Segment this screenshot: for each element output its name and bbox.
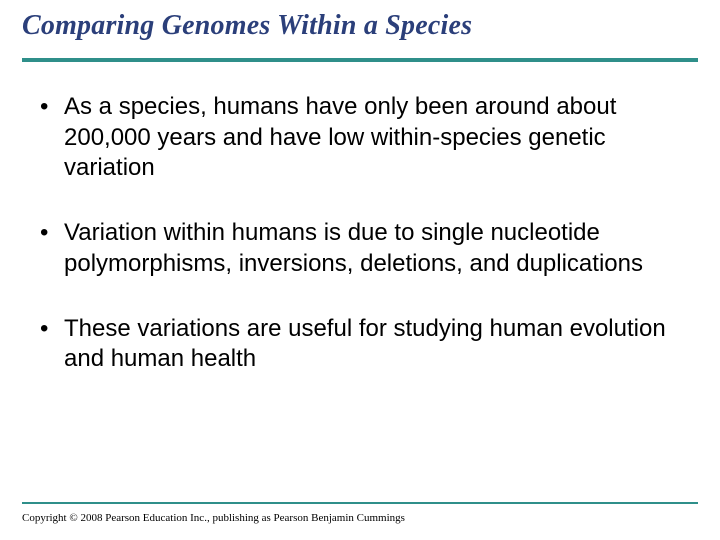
slide-body: As a species, humans have only been arou… [40,92,680,409]
slide: Comparing Genomes Within a Species As a … [0,0,720,540]
title-rule [22,58,698,62]
bullet-item: As a species, humans have only been arou… [40,92,680,184]
bullet-list: As a species, humans have only been arou… [40,92,680,375]
copyright-text: Copyright © 2008 Pearson Education Inc.,… [22,512,405,524]
footer-rule [22,502,698,504]
bullet-item: These variations are useful for studying… [40,314,680,375]
slide-title: Comparing Genomes Within a Species [22,10,698,42]
bullet-item: Variation within humans is due to single… [40,218,680,279]
